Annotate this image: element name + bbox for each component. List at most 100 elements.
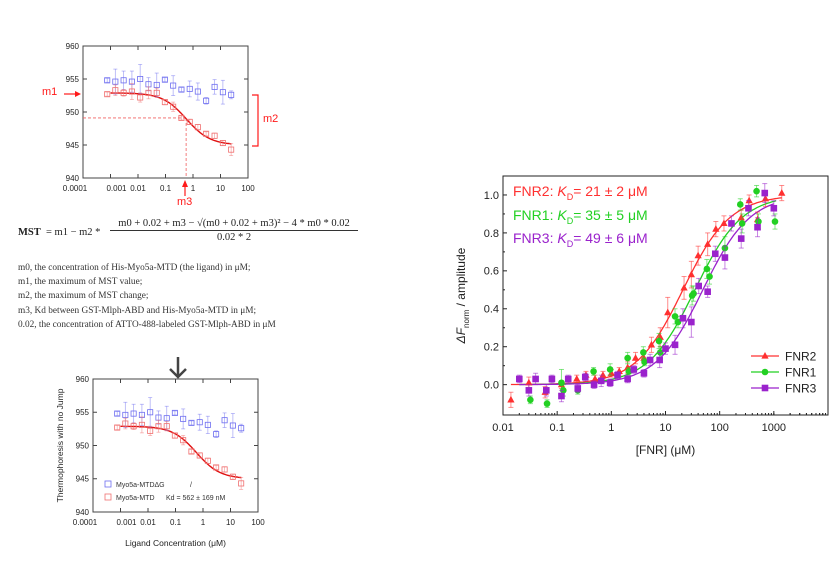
y-tick-label: 955 — [66, 75, 80, 84]
data-point — [574, 385, 582, 392]
x-tick-label: 1000 — [762, 422, 786, 434]
data-point — [130, 410, 137, 417]
data-point — [153, 81, 160, 88]
chart-0: 0.0001 0.001 0.01 0.1 1 10 100 940 945 950 955 960 — [63, 42, 255, 193]
definition-m1: m1, the maximum of MST value; — [18, 277, 143, 288]
data-point — [170, 82, 177, 89]
data-point — [745, 204, 752, 212]
data-point — [147, 427, 154, 434]
data-point — [674, 318, 682, 326]
data-point — [525, 387, 533, 394]
series-Myo5a-MTDΔG — [114, 397, 245, 438]
series-0 — [104, 64, 235, 105]
data-point — [688, 318, 695, 326]
data-point — [527, 396, 534, 404]
data-point — [662, 345, 669, 352]
legend-marker — [761, 368, 769, 376]
data-point — [761, 189, 769, 197]
data-point — [180, 437, 187, 444]
legend-marker — [761, 384, 769, 392]
data-point — [228, 91, 235, 98]
data-point — [694, 251, 702, 259]
data-point — [647, 340, 656, 348]
data-point — [203, 130, 210, 137]
data-point — [163, 415, 170, 422]
data-point — [736, 201, 744, 208]
data-point — [641, 358, 648, 366]
data-point — [720, 219, 728, 227]
data-point — [219, 140, 226, 147]
data-point — [606, 366, 614, 373]
data-point — [542, 387, 550, 394]
x-tick-label: 100 — [251, 518, 265, 527]
definition-m3: m3, Kd between GST-Mlph-ABD and His-Myo5… — [18, 305, 257, 316]
x-tick-label: 0.1 — [550, 422, 565, 434]
data-point — [137, 94, 144, 101]
chart-2: 0.01 0.1 1 10 100 1000 0.0 0.2 0.4 0.6 0.8 1.0 [FNR]… — [454, 175, 829, 457]
data-point — [703, 265, 711, 273]
data-point — [558, 392, 565, 400]
data-point — [624, 375, 631, 383]
series-1 — [104, 83, 235, 156]
data-point — [188, 419, 195, 426]
data-point — [120, 89, 127, 96]
x-tick-label: 1 — [201, 518, 206, 527]
data-point — [204, 421, 211, 428]
x-tick-label: 0.01 — [140, 518, 156, 527]
m1-arrowhead-icon — [75, 91, 81, 97]
kd-value: 35 ± 5 μM — [585, 207, 648, 223]
data-point — [145, 89, 152, 96]
data-point — [543, 400, 551, 407]
data-point — [738, 220, 746, 227]
data-point — [238, 425, 245, 432]
data-point — [221, 466, 228, 473]
data-point — [213, 431, 220, 438]
y-tick-label: 950 — [76, 441, 90, 450]
y-axis-label: Thermophoresis with no Jump — [55, 388, 65, 502]
data-point — [754, 223, 761, 231]
m3-arrowhead-icon — [182, 180, 188, 187]
x-tick-label: 0.01 — [492, 422, 513, 434]
fit-curve-1 — [110, 92, 232, 145]
formula-fraction: m0 + 0.02 + m3 − √(m0 + 0.02 + m3)² − 4 … — [110, 218, 358, 243]
data-point — [671, 341, 679, 349]
x-tick-label: 10 — [216, 184, 225, 193]
data-point — [606, 379, 614, 387]
data-point — [590, 368, 597, 375]
y-tick-label: 0.6 — [484, 266, 499, 278]
data-point — [737, 213, 745, 221]
legend-marker — [761, 352, 769, 359]
legend-marker — [104, 480, 112, 488]
data-point — [211, 83, 218, 90]
data-point — [753, 187, 760, 195]
data-point — [695, 282, 702, 290]
data-point — [161, 76, 168, 83]
data-point — [507, 395, 515, 403]
m2-bracket-icon — [252, 94, 259, 147]
y-label-main: ΔF — [454, 327, 468, 344]
x-tick-label: 1 — [191, 184, 196, 193]
data-point — [646, 356, 654, 364]
series-Myo5a-MTD — [114, 416, 245, 490]
y-tick-label: 940 — [76, 508, 90, 517]
kd-series-name: FNR2 — [513, 183, 550, 199]
down-arrow-icon — [169, 357, 187, 379]
chart-1: 0.0001 0.001 0.01 0.1 1 10 100 940 945 950 955 960 L… — [55, 375, 265, 548]
data-point — [581, 373, 589, 381]
fit-curve-Myo5a-MTD — [120, 425, 242, 479]
data-point — [704, 240, 712, 247]
kd-label-fnr1: FNR1: KD= 35 ± 5 μM — [513, 207, 648, 226]
data-point — [516, 375, 523, 383]
kd-label-fnr2: FNR2: KD= 21 ± 2 μM — [513, 183, 648, 202]
legend-label: FNR1 — [785, 366, 817, 380]
y-tick-label: 950 — [66, 108, 80, 117]
kd-series-name: FNR3 — [513, 230, 550, 246]
data-point — [213, 464, 220, 471]
x-tick-label: 0.01 — [130, 184, 146, 193]
formula-denominator: 0.02 * 2 — [216, 232, 252, 243]
data-point — [122, 420, 129, 427]
data-point — [114, 424, 121, 431]
plot-frame — [82, 45, 249, 179]
data-point — [778, 189, 786, 196]
